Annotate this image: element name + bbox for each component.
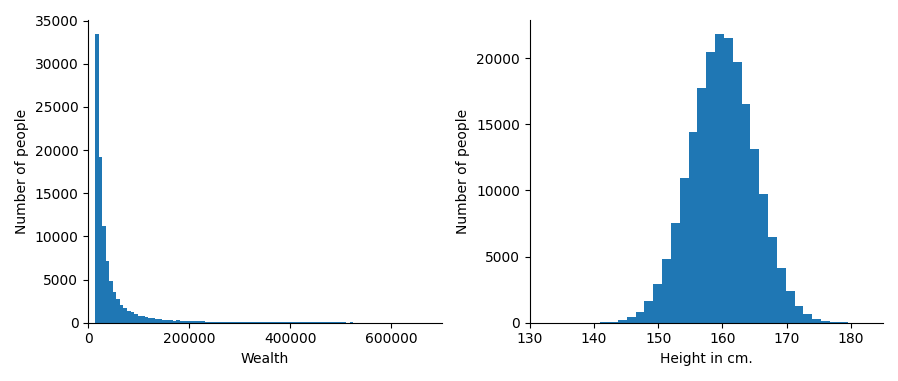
Bar	[830, 322, 839, 323]
Bar	[170, 320, 173, 323]
Bar	[742, 104, 751, 323]
Bar	[777, 269, 786, 323]
Bar	[106, 261, 110, 323]
Bar	[194, 321, 198, 323]
Bar	[113, 292, 117, 323]
Bar	[190, 321, 194, 323]
Bar	[187, 321, 190, 323]
Bar	[751, 149, 760, 323]
Bar	[618, 320, 627, 323]
Bar	[251, 322, 254, 323]
Bar	[698, 88, 707, 323]
Bar	[609, 322, 618, 323]
Bar	[145, 317, 148, 323]
Bar	[813, 319, 821, 323]
Bar	[261, 322, 265, 323]
Y-axis label: Number of people: Number of people	[15, 109, 29, 234]
Bar	[127, 311, 130, 323]
Bar	[233, 322, 236, 323]
X-axis label: Height in cm.: Height in cm.	[660, 352, 753, 366]
Bar	[645, 301, 654, 323]
Bar	[219, 322, 223, 323]
Bar	[183, 321, 187, 323]
Bar	[102, 226, 106, 323]
Bar	[733, 62, 742, 323]
Bar	[258, 322, 261, 323]
Bar	[95, 34, 99, 323]
Bar	[117, 299, 120, 323]
Bar	[141, 316, 145, 323]
Bar	[254, 322, 258, 323]
Bar	[662, 259, 671, 323]
Bar	[247, 322, 251, 323]
Bar	[198, 322, 201, 323]
X-axis label: Wealth: Wealth	[241, 352, 289, 366]
Bar	[689, 132, 698, 323]
Bar	[130, 312, 134, 323]
Bar	[821, 321, 830, 323]
Bar	[180, 321, 183, 323]
Bar	[212, 322, 216, 323]
Bar	[627, 317, 636, 323]
Bar	[243, 322, 247, 323]
Bar	[654, 283, 662, 323]
Bar	[159, 319, 163, 323]
Bar	[137, 315, 141, 323]
Bar	[760, 194, 768, 323]
Bar	[804, 314, 813, 323]
Bar	[148, 318, 152, 323]
Bar	[240, 322, 243, 323]
Bar	[724, 38, 733, 323]
Bar	[226, 322, 230, 323]
Bar	[216, 322, 219, 323]
Bar	[230, 322, 233, 323]
Bar	[208, 322, 212, 323]
Bar	[205, 322, 208, 323]
Bar	[768, 237, 777, 323]
Bar	[99, 157, 102, 323]
Bar	[223, 322, 226, 323]
Bar	[173, 320, 177, 323]
Bar	[283, 322, 286, 323]
Y-axis label: Number of people: Number of people	[456, 109, 471, 234]
Bar	[152, 319, 155, 323]
Bar	[795, 306, 804, 323]
Bar	[163, 320, 166, 323]
Bar	[786, 291, 795, 323]
Bar	[124, 308, 127, 323]
Bar	[166, 320, 170, 323]
Bar	[236, 322, 240, 323]
Bar	[707, 52, 715, 323]
Bar	[680, 178, 689, 323]
Bar	[177, 320, 180, 323]
Bar	[671, 223, 680, 323]
Bar	[155, 319, 159, 323]
Bar	[110, 280, 113, 323]
Bar	[120, 305, 124, 323]
Bar	[286, 322, 289, 323]
Bar	[289, 322, 293, 323]
Bar	[276, 322, 279, 323]
Bar	[272, 322, 276, 323]
Bar	[134, 314, 137, 323]
Bar	[715, 34, 724, 323]
Bar	[201, 321, 205, 323]
Bar	[636, 312, 645, 323]
